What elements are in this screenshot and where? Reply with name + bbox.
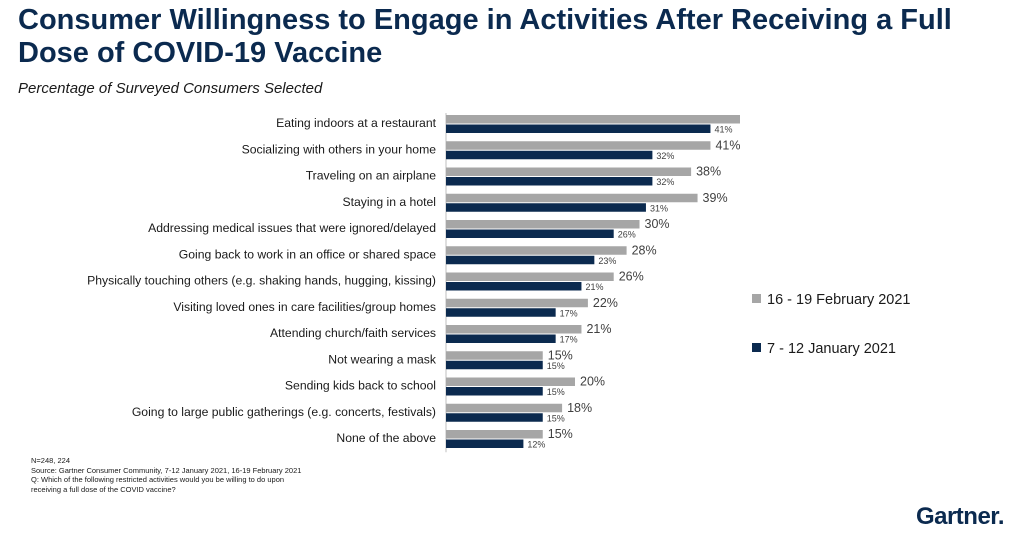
data-label-jan: 32% <box>656 151 674 161</box>
bar-feb <box>446 351 543 360</box>
bar-jan <box>446 229 614 238</box>
bar-jan <box>446 387 543 396</box>
legend-item-jan: 7 - 12 January 2021 <box>752 341 896 357</box>
data-label-feb: 28% <box>632 243 657 257</box>
data-label-feb: 39% <box>703 191 728 205</box>
data-label-feb: 22% <box>593 296 618 310</box>
question-note-line2: receiving a full dose of the COVID vacci… <box>31 484 176 494</box>
legend-item-feb: 16 - 19 February 2021 <box>752 292 910 308</box>
bar-jan <box>446 255 595 265</box>
category-label: Eating indoors at a restaurant <box>276 116 437 130</box>
data-label-feb: 38% <box>696 165 721 179</box>
legend-label-feb: 16 - 19 February 2021 <box>767 292 911 308</box>
bar-feb <box>446 298 588 308</box>
data-label-feb: 20% <box>580 375 605 389</box>
bar-feb <box>446 115 740 124</box>
bar-feb <box>446 430 543 439</box>
data-label-feb: 26% <box>619 270 644 284</box>
category-label: Attending church/faith services <box>270 326 436 340</box>
data-label-jan: 32% <box>656 177 674 187</box>
legend-swatch-jan <box>752 343 761 352</box>
legend-swatch-feb <box>752 294 761 303</box>
bar-feb <box>446 220 640 229</box>
category-label: Visiting loved ones in care facilities/g… <box>173 300 436 314</box>
gartner-logo: Gartner. <box>915 503 1005 530</box>
bar-jan <box>446 439 524 448</box>
data-label-jan: 17% <box>560 308 578 318</box>
bar-jan <box>446 203 646 212</box>
bar-feb <box>446 377 575 386</box>
chart-title: Consumer Willingness to Engage in Activi… <box>18 4 952 69</box>
bar-feb <box>446 403 563 413</box>
data-label-feb: 15% <box>548 427 573 441</box>
category-label: Not wearing a mask <box>328 352 437 366</box>
bar-jan <box>446 150 653 160</box>
category-label: Sending kids back to school <box>285 379 436 393</box>
data-label-jan: 15% <box>547 361 565 371</box>
category-label: Physically touching others (e.g. shaking… <box>87 274 436 288</box>
bar-feb <box>446 246 627 255</box>
bar-chart: Eating indoors at a restaurant49%41%Soci… <box>87 113 740 453</box>
bar-jan <box>446 282 582 291</box>
data-label-feb: 30% <box>645 217 670 231</box>
data-label-feb: 41% <box>715 138 740 152</box>
bar-jan <box>446 334 556 343</box>
data-label-jan: 15% <box>547 387 565 397</box>
data-label-jan: 21% <box>585 282 603 292</box>
category-label: Addressing medical issues that were igno… <box>148 221 436 235</box>
source-note: Source: Gartner Consumer Community, 7-12… <box>31 465 302 475</box>
footnote: N=248, 224 Source: Gartner Consumer Comm… <box>31 456 391 494</box>
category-label: Staying in a hotel <box>342 195 436 209</box>
sample-size: N=248, 224 <box>31 456 70 465</box>
category-label: Going back to work in an office or share… <box>179 247 436 261</box>
data-label-jan: 41% <box>714 125 732 135</box>
category-label: Traveling on an airplane <box>306 169 437 183</box>
category-label: Going to large public gatherings (e.g. c… <box>132 405 436 419</box>
bar-jan <box>446 308 556 317</box>
data-label-feb: 21% <box>586 322 611 336</box>
question-note-line1: Q: Which of the following restricted act… <box>31 475 285 485</box>
data-label-jan: 12% <box>527 440 545 450</box>
data-label-feb: 18% <box>567 401 592 415</box>
data-label-jan: 17% <box>560 335 578 345</box>
data-label-feb: 15% <box>548 348 573 362</box>
data-label-jan: 15% <box>547 413 565 423</box>
category-label: Socializing with others in your home <box>242 142 437 156</box>
bar-feb <box>446 141 711 150</box>
category-label: None of the above <box>336 431 436 445</box>
bar-jan <box>446 413 543 422</box>
bar-feb <box>446 325 582 334</box>
data-label-jan: 31% <box>650 203 668 213</box>
data-label-jan: 23% <box>598 256 616 266</box>
bar-feb <box>446 272 614 281</box>
bar-feb <box>446 167 692 176</box>
bar-jan <box>446 360 543 370</box>
chart-subtitle: Percentage of Surveyed Consumers Selecte… <box>18 80 323 97</box>
bar-jan <box>446 124 711 133</box>
bar-jan <box>446 177 653 186</box>
legend-label-jan: 7 - 12 January 2021 <box>767 341 896 357</box>
bar-feb <box>446 193 698 203</box>
data-label-jan: 26% <box>618 230 636 240</box>
